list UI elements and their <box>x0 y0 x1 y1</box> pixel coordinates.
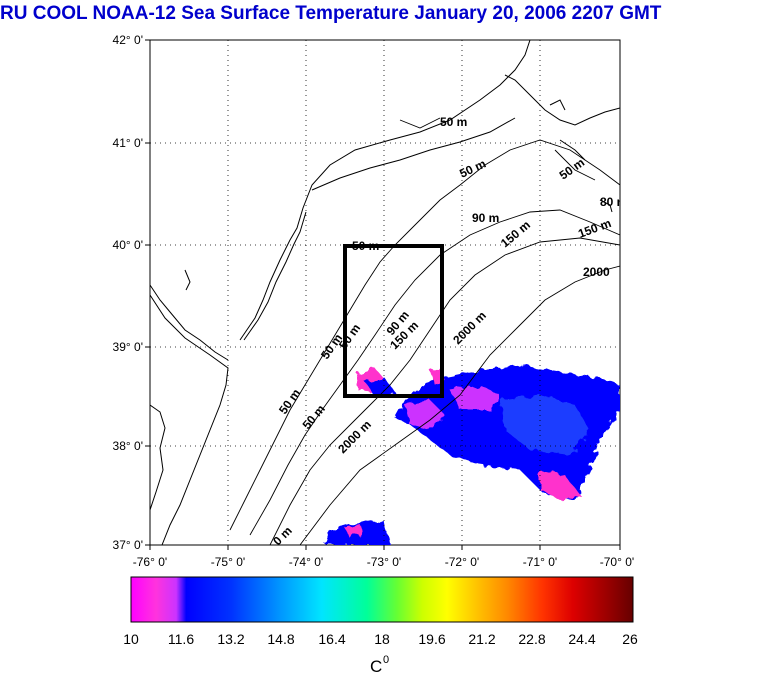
colorbar-tick: 16.4 <box>318 631 345 647</box>
colorbar-tick: 24.4 <box>568 631 595 647</box>
lon-label: -70° 0' <box>600 555 634 569</box>
lat-label: 41° 0' <box>113 136 143 150</box>
lon-label: -76° 0' <box>133 555 167 569</box>
isobath-label: 90 m <box>472 211 499 225</box>
longitude-labels: -76° 0' -75° 0' -74° 0' -73° 0' -72° 0' … <box>133 555 634 569</box>
colorbar-tick: 11.6 <box>168 631 194 647</box>
colorbar-tick: 21.2 <box>468 631 495 647</box>
lon-label: -72° 0' <box>445 555 479 569</box>
study-area-box <box>343 244 444 398</box>
lat-label: 42° 0' <box>113 33 143 47</box>
lon-label: -74° 0' <box>289 555 323 569</box>
isobath-label: 80 m <box>600 195 627 209</box>
colorbar-unit-label: C <box>370 657 382 676</box>
frame-ticks <box>145 39 621 550</box>
isobath-label: 50 m <box>440 115 467 129</box>
colorbar: 10 11.6 13.2 14.8 16.4 18 19.6 21.2 22.8… <box>123 576 638 676</box>
lon-label: -73° 0' <box>367 555 401 569</box>
isobath-label: 2000 <box>583 265 610 279</box>
colorbar-unit-superscript: 0 <box>383 654 389 666</box>
map-title: RU COOL NOAA-12 Sea Surface Temperature … <box>0 3 662 24</box>
isobath-layer <box>229 117 620 545</box>
lon-label: -75° 0' <box>211 555 245 569</box>
colorbar-tick: 14.8 <box>267 631 294 647</box>
colorbar-tick: 26 <box>622 631 638 647</box>
coastline-layer <box>150 40 620 545</box>
sst-data-layer <box>325 365 620 545</box>
colorbar-tick: 22.8 <box>518 631 545 647</box>
lat-label: 39° 0' <box>113 340 143 354</box>
colorbar-tick: 10 <box>123 631 139 647</box>
latitude-labels: 42° 0' 41° 0' 40° 0' 39° 0' 38° 0' 37° 0… <box>113 33 143 552</box>
colorbar-tick: 13.2 <box>217 631 244 647</box>
lon-label: -71° 0' <box>523 555 557 569</box>
colorbar-tick: 18 <box>374 631 390 647</box>
colorbar-tick: 19.6 <box>418 631 445 647</box>
colorbar-gradient <box>130 576 634 623</box>
lat-label: 38° 0' <box>113 439 143 453</box>
lat-label: 37° 0' <box>113 538 143 552</box>
lat-label: 40° 0' <box>113 238 143 252</box>
